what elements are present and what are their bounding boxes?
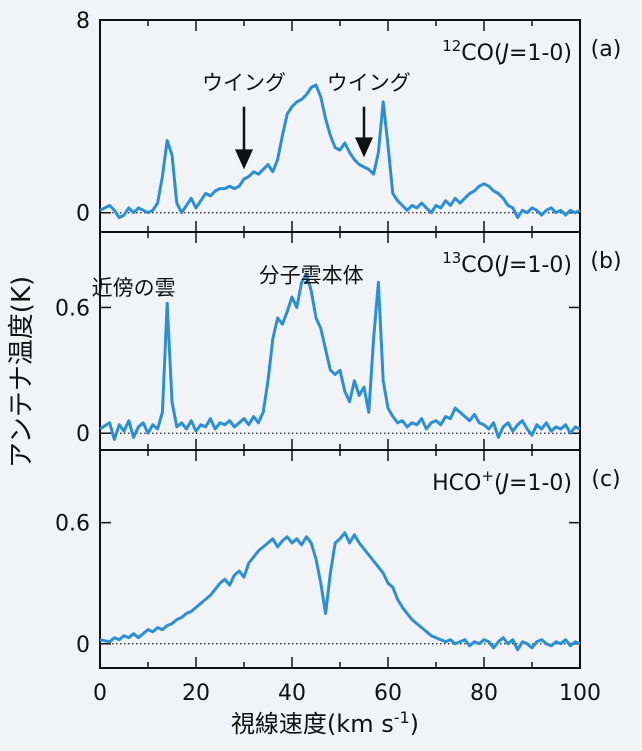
- line-label: HCO+(J=1-0): [432, 467, 572, 496]
- spectrum-line: [99, 272, 581, 441]
- spectrum-line: [99, 83, 581, 219]
- line-label: 13CO(J=1-0): [442, 249, 572, 278]
- annotation-label: 近傍の雲: [92, 276, 176, 300]
- panel-c: 0.6 0 HCO+(J=1-0) (c): [55, 449, 621, 669]
- y-tick-label: 0: [76, 633, 90, 658]
- panel-a: 0 8 12CO(J=1-0) (a) ウイング ウイング: [76, 9, 622, 233]
- y-axis-label: アンテナ温度(K): [7, 276, 37, 468]
- y-tick-label: 0: [76, 422, 90, 447]
- panel-letter: (c): [591, 467, 620, 492]
- x-axis-label: 視線速度(km s-1): [231, 708, 419, 739]
- x-tick-label: 60: [374, 681, 402, 706]
- panel-b: 0.6 0 13CO(J=1-0) (b) 近傍の雲 分子雲本体: [55, 231, 622, 451]
- y-tick-label: 0.6: [55, 512, 90, 537]
- arrow-head: [235, 149, 253, 170]
- x-axis-label-sup: -1: [394, 708, 410, 727]
- y-tick-label: 0: [76, 202, 90, 227]
- annotation-label: ウイング: [327, 71, 411, 95]
- annotation-label: ウイング: [202, 71, 286, 95]
- y-tick-label: 0.6: [55, 296, 90, 321]
- x-tick-label: 80: [470, 681, 498, 706]
- x-tick-label: 100: [559, 681, 601, 706]
- spectrum-line: [99, 531, 581, 652]
- x-tick-label: 40: [278, 681, 306, 706]
- x-tick-label: 20: [182, 681, 210, 706]
- y-tick-label: 8: [76, 9, 90, 34]
- panel-letter: (b): [590, 249, 621, 274]
- panel-letter: (a): [591, 37, 622, 62]
- arrow-head: [355, 137, 373, 158]
- annotation-label: 分子雲本体: [259, 263, 364, 287]
- line-label: 12CO(J=1-0): [442, 37, 572, 66]
- x-tick-label: 0: [93, 681, 107, 706]
